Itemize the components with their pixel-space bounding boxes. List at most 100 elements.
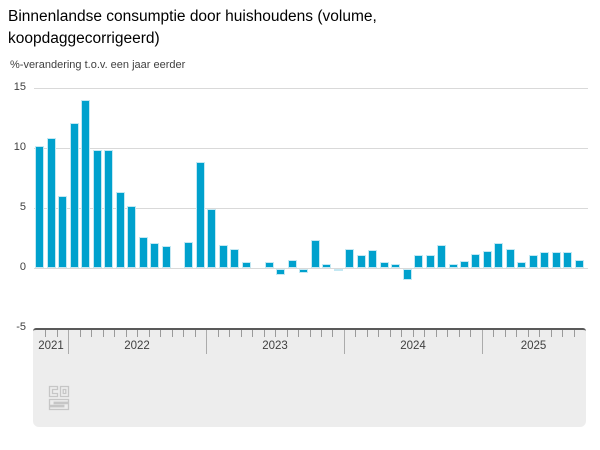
month-tick bbox=[539, 330, 540, 337]
month-tick bbox=[137, 330, 138, 337]
gridline bbox=[34, 148, 588, 149]
month-tick bbox=[287, 330, 288, 337]
cbs-logo bbox=[48, 385, 70, 411]
month-tick bbox=[183, 330, 184, 337]
bar-2024-01[interactable] bbox=[345, 249, 354, 268]
month-tick bbox=[447, 330, 448, 337]
bar-2022-02[interactable] bbox=[81, 100, 90, 268]
month-tick bbox=[275, 330, 276, 337]
year-label-2023: 2023 bbox=[262, 340, 288, 352]
year-separator bbox=[68, 330, 69, 354]
bar-2025-03[interactable] bbox=[506, 249, 515, 268]
bar-2024-11[interactable] bbox=[460, 261, 469, 268]
bar-2025-08[interactable] bbox=[563, 252, 572, 268]
bar-2022-09[interactable] bbox=[162, 246, 171, 268]
month-tick bbox=[505, 330, 506, 337]
month-tick bbox=[401, 330, 402, 337]
month-tick bbox=[264, 330, 265, 337]
bar-2023-10[interactable] bbox=[311, 240, 320, 268]
chart-subtitle: %-verandering t.o.v. een jaar eerder bbox=[10, 59, 186, 71]
month-tick bbox=[436, 330, 437, 337]
month-tick bbox=[332, 330, 333, 337]
bar-2024-05[interactable] bbox=[391, 264, 400, 268]
month-tick bbox=[45, 330, 46, 337]
bar-2025-05[interactable] bbox=[529, 255, 538, 268]
bar-2024-10[interactable] bbox=[449, 264, 458, 268]
y-axis-label: 15 bbox=[13, 81, 26, 93]
bar-2021-12[interactable] bbox=[58, 196, 67, 268]
month-tick bbox=[390, 330, 391, 337]
bar-2023-07[interactable] bbox=[276, 269, 285, 275]
bar-2025-09[interactable] bbox=[575, 260, 584, 268]
month-tick bbox=[574, 330, 575, 337]
bar-2025-02[interactable] bbox=[494, 243, 503, 268]
month-tick bbox=[172, 330, 173, 337]
month-tick bbox=[516, 330, 517, 337]
bar-2022-06[interactable] bbox=[127, 206, 136, 268]
year-label-2021: 2021 bbox=[38, 340, 64, 352]
bar-2024-09[interactable] bbox=[437, 245, 446, 268]
bar-2024-03[interactable] bbox=[368, 250, 377, 268]
gridline bbox=[34, 208, 588, 209]
bar-2022-12[interactable] bbox=[196, 162, 205, 268]
bar-2024-02[interactable] bbox=[357, 255, 366, 268]
y-axis-label: -5 bbox=[16, 321, 26, 333]
bar-2025-04[interactable] bbox=[517, 262, 526, 268]
bar-2025-07[interactable] bbox=[552, 252, 561, 268]
month-tick bbox=[160, 330, 161, 337]
bar-2023-09[interactable] bbox=[299, 269, 308, 273]
month-tick bbox=[378, 330, 379, 337]
month-tick bbox=[355, 330, 356, 337]
month-tick bbox=[424, 330, 425, 337]
month-tick bbox=[528, 330, 529, 337]
bar-2024-08[interactable] bbox=[426, 255, 435, 268]
month-tick bbox=[493, 330, 494, 337]
bar-2024-04[interactable] bbox=[380, 262, 389, 268]
bar-2021-11[interactable] bbox=[47, 138, 56, 268]
bar-2023-01[interactable] bbox=[207, 209, 216, 268]
month-tick bbox=[310, 330, 311, 337]
bar-2023-02[interactable] bbox=[219, 245, 228, 268]
bar-2023-06[interactable] bbox=[265, 262, 274, 268]
month-tick bbox=[367, 330, 368, 337]
bar-2023-12[interactable] bbox=[334, 269, 343, 271]
bar-2022-05[interactable] bbox=[116, 192, 125, 268]
bar-2022-04[interactable] bbox=[104, 150, 113, 268]
year-label-2024: 2024 bbox=[400, 340, 426, 352]
month-tick bbox=[80, 330, 81, 337]
x-axis-navigator[interactable] bbox=[33, 328, 586, 427]
year-label-2025: 2025 bbox=[520, 340, 547, 352]
bar-2024-12[interactable] bbox=[471, 254, 480, 268]
bar-2023-04[interactable] bbox=[242, 262, 251, 268]
bar-2023-08[interactable] bbox=[288, 260, 297, 268]
bar-2022-07[interactable] bbox=[139, 237, 148, 268]
month-tick bbox=[562, 330, 563, 337]
month-tick bbox=[229, 330, 230, 337]
bar-2022-03[interactable] bbox=[93, 150, 102, 268]
bar-2025-06[interactable] bbox=[540, 252, 549, 268]
bar-2021-10[interactable] bbox=[35, 146, 44, 268]
month-tick bbox=[195, 330, 196, 337]
year-separator bbox=[482, 330, 483, 354]
year-separator bbox=[344, 330, 345, 354]
bar-2023-11[interactable] bbox=[322, 264, 331, 268]
bar-2022-08[interactable] bbox=[150, 243, 159, 268]
month-tick bbox=[321, 330, 322, 337]
month-tick bbox=[103, 330, 104, 337]
month-tick bbox=[298, 330, 299, 337]
month-tick bbox=[241, 330, 242, 337]
chart-title: Binnenlandse consumptie door huishoudens… bbox=[8, 8, 377, 47]
bar-2024-06[interactable] bbox=[403, 269, 412, 280]
bar-2023-03[interactable] bbox=[230, 249, 239, 268]
month-tick bbox=[413, 330, 414, 337]
bar-2024-07[interactable] bbox=[414, 255, 423, 268]
month-tick bbox=[126, 330, 127, 337]
bar-2025-01[interactable] bbox=[483, 251, 492, 268]
y-axis-label: 5 bbox=[19, 201, 26, 213]
y-axis-label: 0 bbox=[19, 261, 26, 273]
gridline bbox=[34, 88, 588, 89]
month-tick bbox=[459, 330, 460, 337]
bar-2022-01[interactable] bbox=[70, 123, 79, 268]
bar-2022-11[interactable] bbox=[184, 242, 193, 268]
